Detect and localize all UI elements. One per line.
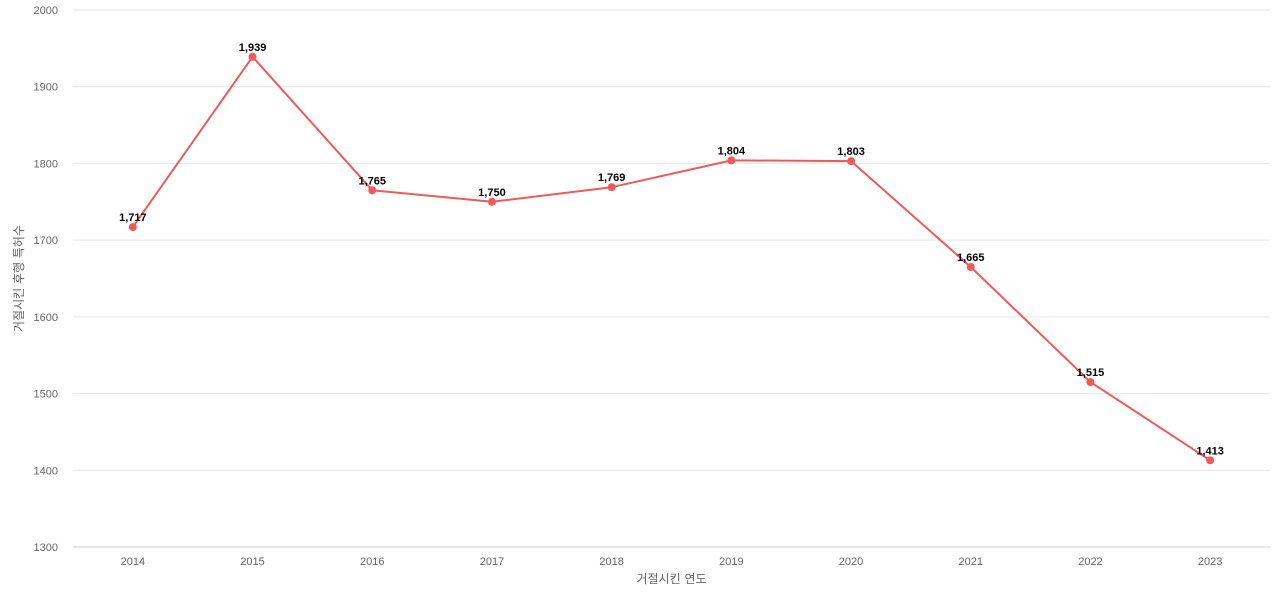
y-tick-label: 1700 — [34, 235, 58, 247]
y-axis-ticks: 1300 1400 1500 1600 1700 1800 1900 2000 — [34, 5, 58, 554]
x-tick-label: 2016 — [360, 556, 384, 568]
x-tick-label: 2023 — [1198, 556, 1222, 568]
data-point[interactable] — [248, 52, 257, 61]
x-tick-label: 2020 — [839, 556, 863, 568]
grid-lines — [73, 9, 1270, 471]
y-tick-label: 2000 — [34, 5, 58, 17]
data-point[interactable] — [487, 197, 496, 206]
data-label: 1,765 — [358, 175, 386, 187]
data-point[interactable] — [966, 262, 975, 271]
data-point[interactable] — [727, 156, 736, 165]
data-label: 1,717 — [119, 212, 147, 224]
y-tick-label: 1300 — [34, 542, 58, 554]
x-tick-label: 2017 — [480, 556, 504, 568]
data-point[interactable] — [368, 186, 377, 195]
data-point[interactable] — [1086, 378, 1095, 387]
data-label: 1,769 — [598, 172, 626, 184]
data-label: 1,750 — [478, 187, 506, 199]
data-label: 1,939 — [239, 42, 267, 54]
y-tick-label: 1500 — [34, 389, 58, 401]
x-axis-ticks: 2014 2015 2016 2017 2018 2019 2020 2021 2022 2023 — [121, 556, 1223, 568]
data-point[interactable] — [607, 183, 616, 192]
x-tick-label: 2018 — [599, 556, 623, 568]
series-line — [132, 55, 1211, 462]
data-labels: 1,717 1,939 1,765 1,750 1,769 1,804 1,803 1,665… — [119, 42, 1224, 458]
x-axis-title: 거절시킨 연도 — [636, 572, 706, 586]
x-tick-label: 2021 — [959, 556, 983, 568]
data-label: 1,803 — [837, 146, 865, 158]
x-tick-label: 2015 — [240, 556, 264, 568]
data-label: 1,804 — [718, 145, 746, 157]
series-layer — [128, 52, 1215, 465]
y-axis-title: 거절시킨 후행 특허수 — [11, 225, 26, 332]
data-label: 1,515 — [1077, 367, 1105, 379]
data-point[interactable] — [1206, 456, 1215, 465]
y-tick-label: 1600 — [34, 312, 58, 324]
y-tick-label: 1400 — [34, 465, 58, 477]
data-point[interactable] — [128, 223, 137, 232]
x-tick-label: 2014 — [121, 556, 145, 568]
x-tick-label: 2019 — [719, 556, 743, 568]
y-tick-label: 1900 — [34, 82, 58, 94]
data-label: 1,413 — [1196, 445, 1224, 457]
y-tick-label: 1800 — [34, 158, 58, 170]
x-tick-label: 2022 — [1078, 556, 1102, 568]
data-label: 1,665 — [957, 252, 985, 264]
data-point[interactable] — [847, 157, 856, 166]
